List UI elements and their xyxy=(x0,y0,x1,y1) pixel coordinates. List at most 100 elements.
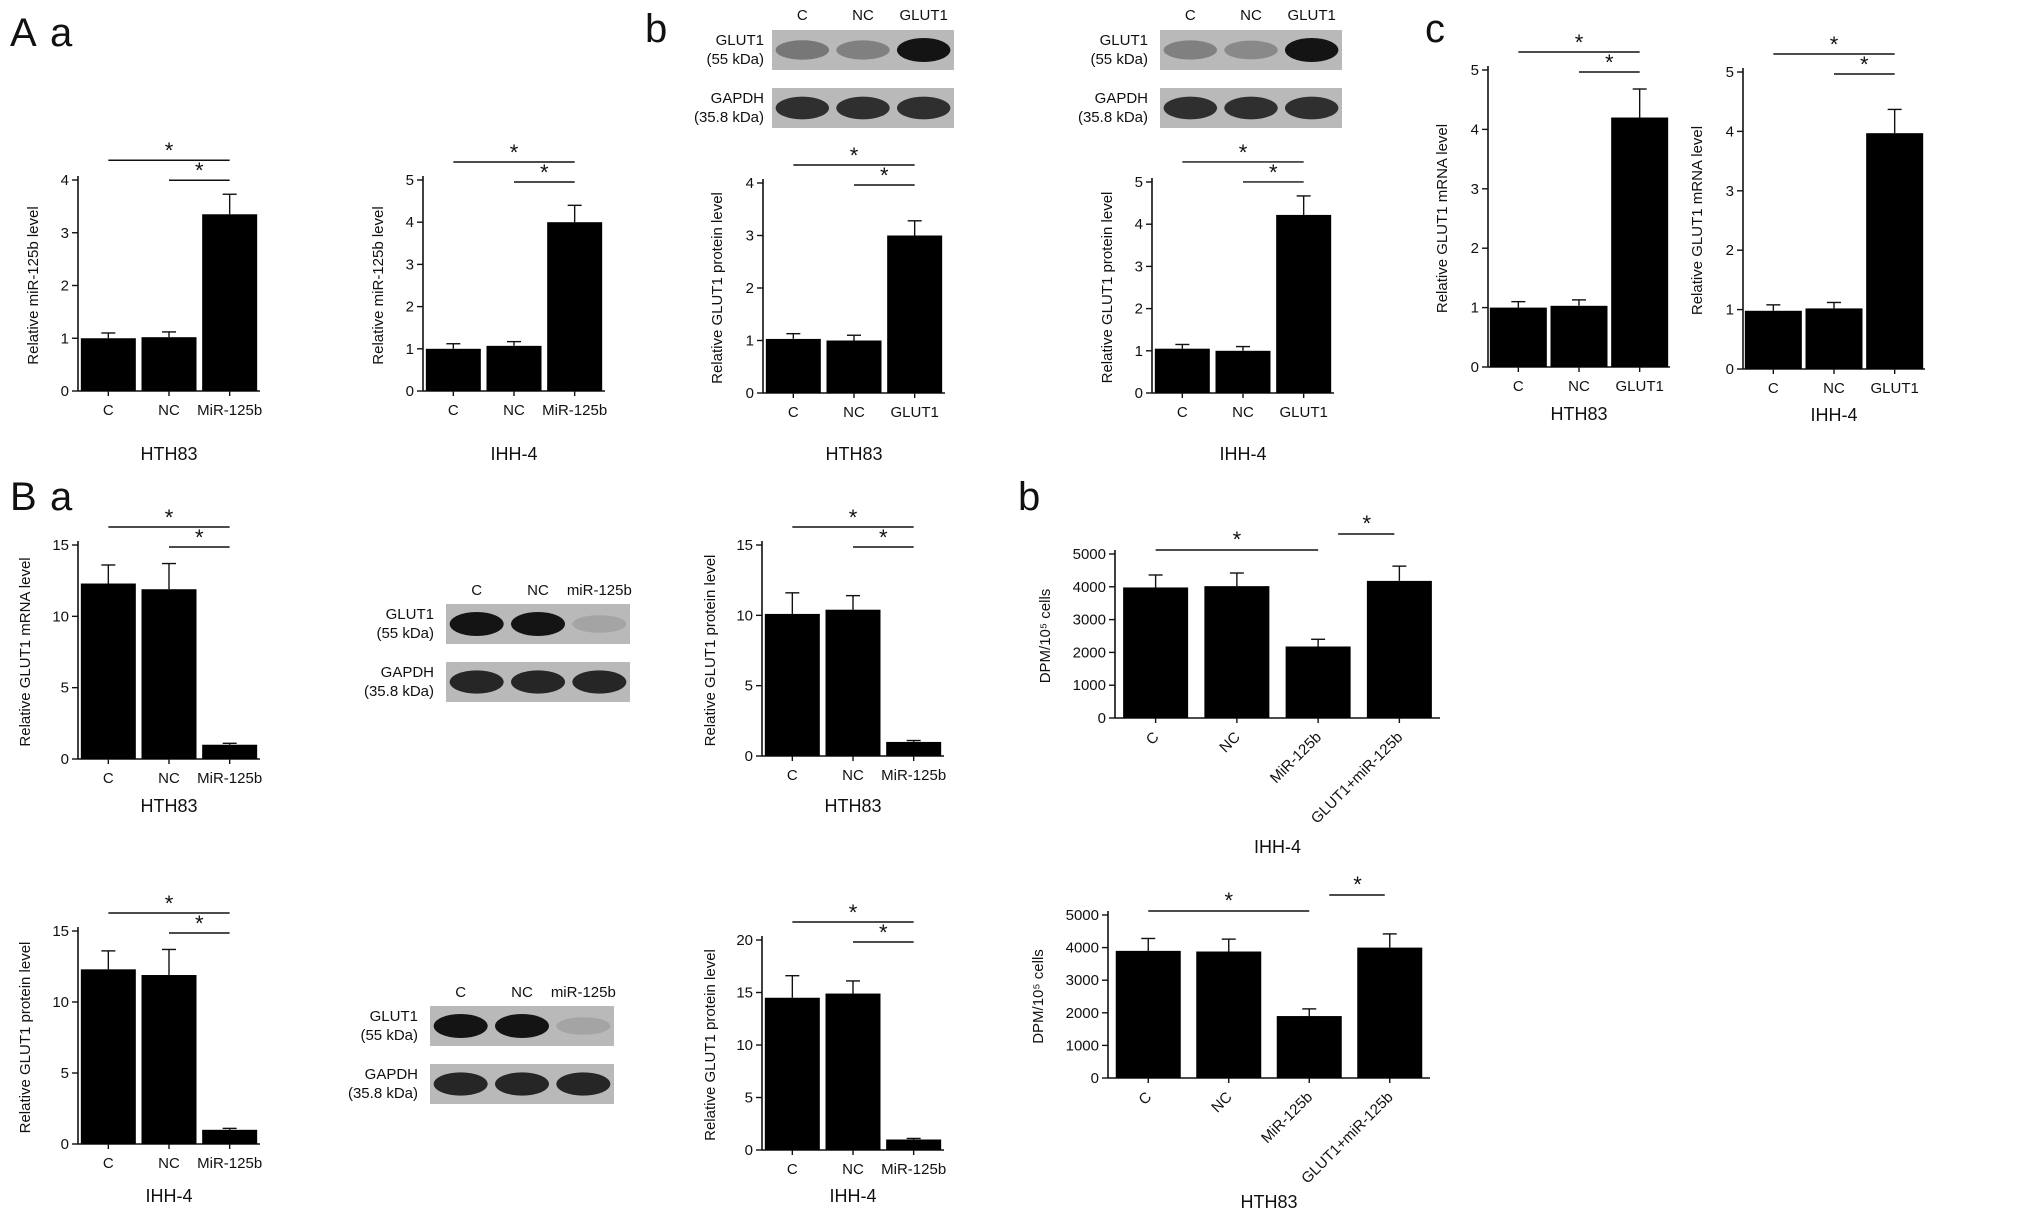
y-tick-label: 0 xyxy=(1098,710,1106,727)
y-tick-label: 10 xyxy=(736,1037,753,1054)
panel-label-Ba: a xyxy=(50,475,73,519)
y-tick-label: 4 xyxy=(61,172,69,189)
category-label: MiR-125b xyxy=(1267,729,1325,787)
lane-label: miR-125b xyxy=(551,984,616,1001)
bar-NC xyxy=(141,589,197,759)
blot-band xyxy=(449,612,504,636)
blot-band xyxy=(556,1072,611,1096)
cell-line-label: HTH83 xyxy=(824,796,881,816)
sig-star: * xyxy=(165,505,174,530)
y-axis-label: Relative GLUT1 mRNA level xyxy=(1689,126,1706,315)
western-blot-1: C NC GLUT1 GLUT1 (55 kDa) GAPDH (35.8 kDa) xyxy=(1078,7,1342,128)
y-axis-label: Relative GLUT1 mRNA level xyxy=(17,557,34,746)
y-tick-label: 1 xyxy=(1726,302,1734,319)
blot-band xyxy=(495,1072,549,1096)
blot-row-label: (35.8 kDa) xyxy=(694,109,764,126)
blot-band xyxy=(896,96,951,120)
bar-NC xyxy=(1204,586,1270,718)
charts-layer: 0 1 2 3 4 C NC MiR-125b * * Relative miR-125b leve… xyxy=(17,30,1925,1212)
y-tick-label: 0 xyxy=(746,385,754,402)
category-label: MiR-125b xyxy=(542,402,607,419)
bar-GLUT1 xyxy=(1276,214,1332,393)
bar-C xyxy=(764,613,820,756)
y-tick-label: 2 xyxy=(746,280,754,297)
y-tick-label: 3 xyxy=(746,228,754,245)
y-tick-label: 1 xyxy=(1471,300,1479,317)
sig-star: * xyxy=(1605,50,1614,75)
y-tick-label: 4 xyxy=(406,214,414,231)
blot-row-label: (55 kDa) xyxy=(360,1027,418,1044)
blot-row-label: GLUT1 xyxy=(386,606,434,623)
category-label: C xyxy=(103,1155,114,1172)
blot-band xyxy=(433,1014,488,1038)
bar-NC xyxy=(1215,350,1271,393)
y-tick-label: 0 xyxy=(745,1142,753,1159)
category-label: MiR-125b xyxy=(881,1161,946,1178)
category-label: C xyxy=(448,402,459,419)
y-tick-label: 4000 xyxy=(1073,579,1106,596)
cell-line-label: IHH-4 xyxy=(1254,837,1301,857)
y-tick-label: 0 xyxy=(1135,385,1143,402)
y-tick-label: 15 xyxy=(736,537,753,554)
y-tick-label: 5 xyxy=(61,1065,69,1082)
panel-label-B: B xyxy=(10,475,37,519)
y-tick-label: 1 xyxy=(1135,343,1143,360)
y-tick-label: 1 xyxy=(406,341,414,358)
western-blot-3: C NC miR-125b GLUT1 (55 kDa) GAPDH (35.8 kDa) xyxy=(348,984,616,1104)
bar-C xyxy=(425,348,481,391)
bar-NC xyxy=(825,993,881,1150)
bar-C xyxy=(1115,950,1181,1078)
chart-Ba-mRNA-IHH4: 0 5 10 15 C NC MiR-125b * * Relative GLUT1 protei… xyxy=(17,891,262,1206)
western-blot-0: C NC GLUT1 GLUT1 (55 kDa) GAPDH (35.8 kDa) xyxy=(694,7,954,128)
y-tick-label: 5 xyxy=(1726,64,1734,81)
y-tick-label: 10 xyxy=(736,607,753,624)
y-tick-label: 3 xyxy=(61,225,69,242)
category-label: NC xyxy=(158,770,180,787)
sig-star: * xyxy=(1239,140,1248,165)
lane-label: NC xyxy=(1240,7,1262,24)
lane-label: NC xyxy=(511,984,533,1001)
blot-row-label: GAPDH xyxy=(1095,90,1148,107)
bar-NC xyxy=(1805,308,1863,369)
blot-band xyxy=(836,40,890,60)
category-label: MiR-125b xyxy=(197,402,262,419)
blot-row-label: (35.8 kDa) xyxy=(348,1085,418,1102)
sig-star: * xyxy=(1362,511,1371,536)
y-tick-label: 1 xyxy=(61,330,69,347)
chart-Ba-prot-IHH4: 0 5 10 15 20 C NC MiR-125b * * Relative GLUT1 prot… xyxy=(702,900,946,1206)
category-label: MiR-125b xyxy=(197,1155,262,1172)
chart-Ba-prot-HTH83: 0 5 10 15 C NC MiR-125b * * Relative GLUT1 protei… xyxy=(702,505,946,816)
sig-star: * xyxy=(1860,52,1869,77)
bar-MiR-125b xyxy=(202,1129,258,1144)
category-label: GLUT1 xyxy=(1615,378,1663,395)
category-label: C xyxy=(788,404,799,421)
lane-label: miR-125b xyxy=(567,582,632,599)
category-label: C xyxy=(1513,378,1524,395)
bar-C xyxy=(1489,307,1547,367)
y-tick-label: 0 xyxy=(1726,361,1734,378)
y-tick-label: 5 xyxy=(745,1090,753,1107)
category-label: MiR-125b xyxy=(1258,1089,1316,1147)
category-label: NC xyxy=(842,767,864,784)
y-tick-label: 0 xyxy=(406,383,414,400)
y-tick-label: 3000 xyxy=(1066,972,1099,989)
y-axis-label: Relative GLUT1 mRNA level xyxy=(1434,124,1451,313)
y-tick-label: 20 xyxy=(736,932,753,949)
sig-star: * xyxy=(1233,527,1242,552)
sig-star: * xyxy=(880,163,889,188)
blot-row-label: GAPDH xyxy=(381,664,434,681)
sig-star: * xyxy=(1575,30,1584,55)
bar-NC xyxy=(486,345,542,391)
y-axis-label: Relative GLUT1 protein level xyxy=(702,949,719,1141)
bar-MiR-125b xyxy=(1285,646,1351,718)
blot-row-label: (35.8 kDa) xyxy=(1078,109,1148,126)
y-axis-label: Relative GLUT1 protein level xyxy=(702,555,719,747)
western-blot-2: C NC miR-125b GLUT1 (55 kDa) GAPDH (35.8 kDa) xyxy=(364,582,632,702)
bar-NC xyxy=(141,337,197,391)
category-label: C xyxy=(787,1161,798,1178)
lane-label: C xyxy=(471,582,482,599)
sig-star: * xyxy=(1830,32,1839,57)
blot-band xyxy=(775,96,830,120)
bar-C xyxy=(764,997,820,1150)
